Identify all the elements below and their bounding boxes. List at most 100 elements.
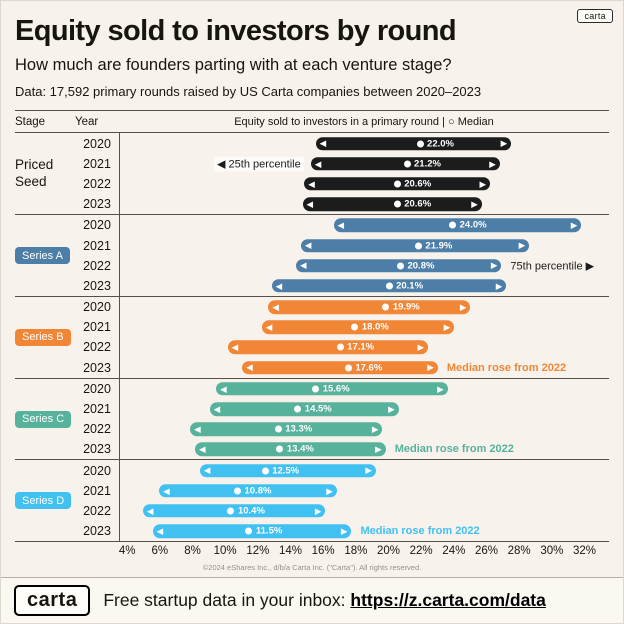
chart-header: Stage Year Equity sold to investors in a… — [15, 110, 609, 134]
median-dot-icon — [385, 282, 393, 290]
chart-row: 2020 ◀ ▶ 15.6% — [75, 378, 609, 399]
median-value: 14.5% — [304, 403, 332, 415]
median-dot-icon — [416, 140, 424, 148]
stage-cell: Series A — [15, 215, 75, 296]
range-bar: ◀ ▶ — [190, 422, 383, 436]
header-stage: Stage — [15, 115, 46, 128]
stage-cell: Series D — [15, 460, 75, 541]
axis-tick-label: 16% — [311, 545, 335, 558]
median-marker: 22.0% — [416, 138, 454, 150]
chart-row: 2021 ◀ ▶ 14.5% — [75, 398, 609, 420]
header-legend: Equity sold to investors in a primary ro… — [234, 115, 494, 128]
median-value: 24.0% — [459, 219, 487, 231]
chart-row: 2023 ◀ ▶ 17.6% Median rose from 2022 — [75, 357, 609, 378]
right-arrow-icon: ▶ — [500, 138, 508, 149]
year-label: 2020 — [83, 300, 111, 315]
year-label: 2023 — [83, 197, 111, 212]
median-marker: 20.6% — [393, 199, 431, 210]
footer-link[interactable]: https://z.carta.com/data — [350, 590, 546, 610]
median-marker: 14.5% — [294, 403, 332, 415]
right-arrow-icon: ▶ — [375, 444, 382, 455]
range-bar: ◀ ▶ — [315, 136, 512, 151]
stage-cell: Series B — [15, 297, 75, 378]
right-arrow-icon: ▶ — [417, 342, 425, 353]
plot-cell: ◀ ▶ 17.6% Median rose from 2022 — [119, 357, 609, 378]
chart-groups: Priced Seed 2020 ◀ ▶ 22.0% 2021 ◀ ▶ 21.2% ◀ 25th … — [15, 133, 609, 543]
median-dot-icon — [396, 262, 404, 270]
annotation: Median rose from 2022 — [360, 525, 480, 538]
plot-cell: ◀ ▶ 14.5% — [119, 398, 609, 420]
median-dot-icon — [393, 180, 401, 188]
chart-row: 2022 ◀ ▶ 10.4% — [75, 500, 609, 522]
median-dot-icon — [227, 507, 235, 515]
chart-row: 2022 ◀ ▶ 20.6% — [75, 173, 609, 195]
left-arrow-icon: ◀ — [300, 260, 307, 271]
left-arrow-icon: ◀ — [337, 220, 345, 231]
range-bar: ◀ ▶ — [209, 402, 399, 416]
median-dot-icon — [245, 527, 253, 535]
right-arrow-icon: ▶ — [570, 220, 578, 231]
plot-cell: ◀ ▶ 20.6% — [119, 194, 609, 215]
axis-tick-label: 24% — [442, 545, 466, 558]
year-label: 2022 — [83, 422, 111, 437]
plot-cell: ◀ ▶ 20.1% — [119, 275, 609, 296]
stage-label: Series C — [15, 410, 72, 428]
left-arrow-icon: ◀ — [194, 423, 201, 434]
plot-cell: ◀ ▶ 20.8% 75th percentile ▶ — [119, 255, 609, 276]
median-value: 15.6% — [322, 383, 350, 395]
right-arrow-icon: ▶ — [479, 178, 486, 189]
axis-tick-label: 32% — [572, 545, 597, 558]
median-value: 20.6% — [404, 178, 432, 190]
year-label: 2023 — [83, 524, 111, 539]
year-label: 2022 — [83, 258, 111, 273]
median-dot-icon — [261, 467, 269, 475]
axis-tick-label: 6% — [151, 545, 169, 558]
plot-cell: ◀ ▶ 20.6% — [119, 173, 609, 195]
year-label: 2023 — [83, 278, 111, 293]
median-marker: 15.6% — [312, 383, 350, 395]
range-bar: ◀ ▶ — [242, 360, 438, 375]
median-dot-icon — [344, 364, 352, 372]
right-arrow-icon: ▶ — [490, 260, 498, 271]
range-bar: ◀ ▶ — [333, 218, 582, 233]
median-dot-icon — [312, 385, 320, 393]
range-bar: ◀ ▶ — [302, 197, 482, 211]
range-bar: ◀ ▶ — [216, 382, 448, 396]
median-dot-icon — [393, 200, 401, 208]
year-label: 2021 — [83, 238, 111, 253]
copyright: ©2024 eShares Inc., d/b/a Carta Inc. ("C… — [202, 563, 422, 573]
chart-row: 2021 ◀ ▶ 21.9% — [75, 235, 609, 256]
axis-tick-label: 28% — [507, 545, 531, 558]
median-dot-icon — [294, 405, 302, 413]
left-arrow-icon: ◀ — [308, 178, 315, 189]
median-marker: 13.4% — [276, 444, 314, 455]
chart-row: 2022 ◀ ▶ 20.8% 75th percentile ▶ — [75, 255, 609, 276]
median-dot-icon — [351, 323, 359, 331]
left-arrow-icon: ◀ — [198, 444, 206, 455]
chart-row: 2020 ◀ ▶ 22.0% — [75, 133, 609, 154]
chart-row: 2020 ◀ ▶ 19.9% — [75, 296, 609, 318]
median-marker: 19.9% — [382, 302, 420, 313]
rows: 2020 ◀ ▶ 15.6% 2021 ◀ ▶ 14.5% 2022 ◀ ▶ 13.3% 2023 ◀ ▶ 1… — [75, 378, 609, 460]
left-arrow-icon: ◀ — [163, 485, 170, 496]
stage-group: Series A 2020 ◀ ▶ 24.0% 2021 ◀ ▶ 21.9% 2022 ◀ ▶ 20.8… — [15, 215, 609, 297]
median-marker: 21.9% — [414, 240, 452, 251]
median-value: 17.1% — [347, 341, 375, 353]
median-value: 21.2% — [414, 158, 441, 170]
median-value: 22.0% — [427, 138, 454, 150]
year-label: 2022 — [83, 176, 111, 191]
right-arrow-icon: ▶ — [365, 465, 372, 476]
left-arrow-icon: ◀ — [275, 280, 283, 291]
stage-group: Series D 2020 ◀ ▶ 12.5% 2021 ◀ ▶ 10.8% 2022 ◀ ▶ 10.4… — [15, 460, 609, 543]
right-arrow-icon: ▶ — [471, 198, 478, 209]
stage-label: Priced Seed — [15, 156, 54, 189]
left-arrow-icon: ◀ — [272, 301, 279, 312]
year-label: 2020 — [83, 381, 111, 396]
left-arrow-icon: ◀ — [265, 322, 273, 332]
right-arrow-icon: ▶ — [371, 423, 379, 434]
data-note: Data: 17,592 primary rounds raised by US… — [15, 84, 482, 100]
right-arrow-icon: ▶ — [459, 301, 467, 312]
chart-row: 2022 ◀ ▶ 17.1% — [75, 337, 609, 358]
stage-cell: Priced Seed — [15, 133, 75, 214]
plot-cell: ◀ ▶ 11.5% Median rose from 2022 — [119, 521, 609, 542]
